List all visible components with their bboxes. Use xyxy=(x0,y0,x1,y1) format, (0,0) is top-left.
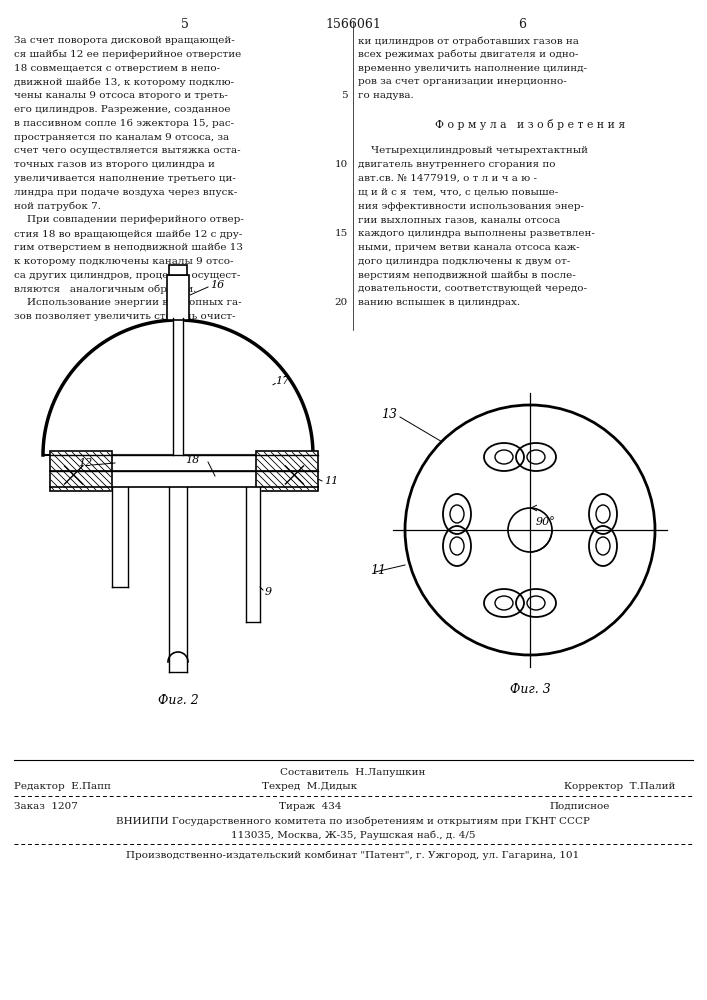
Text: ки цилиндров от отработавших газов на: ки цилиндров от отработавших газов на xyxy=(358,36,579,45)
Text: са других цилиндров, процессы осущест-: са других цилиндров, процессы осущест- xyxy=(14,271,240,280)
Text: ванию вспышек в цилиндрах.: ванию вспышек в цилиндрах. xyxy=(358,298,520,307)
Text: 5: 5 xyxy=(341,91,348,100)
Text: Производственно-издательский комбинат "Патент", г. Ужгород, ул. Гагарина, 101: Производственно-издательский комбинат "П… xyxy=(127,850,580,859)
Text: каждого цилиндра выполнены разветвлен-: каждого цилиндра выполнены разветвлен- xyxy=(358,229,595,238)
Text: При совпадении периферийного отвер-: При совпадении периферийного отвер- xyxy=(14,215,244,224)
Text: точных газов из второго цилиндра и: точных газов из второго цилиндра и xyxy=(14,160,215,169)
Bar xyxy=(169,265,187,275)
Text: За счет поворота дисковой вращающей-: За счет поворота дисковой вращающей- xyxy=(14,36,235,45)
Text: ров за счет организации инерционно-: ров за счет организации инерционно- xyxy=(358,77,567,86)
Text: Корректор  Т.Палий: Корректор Т.Палий xyxy=(564,782,676,791)
Text: ной патрубок 7.: ной патрубок 7. xyxy=(14,202,101,211)
Text: Использование энергии выхлопных га-: Использование энергии выхлопных га- xyxy=(14,298,242,307)
Text: пространяется по каналам 9 отсоса, за: пространяется по каналам 9 отсоса, за xyxy=(14,133,229,142)
Text: Фиг. 3: Фиг. 3 xyxy=(510,683,550,696)
Text: 13: 13 xyxy=(381,408,397,422)
Text: к которому подключены каналы 9 отсо-: к которому подключены каналы 9 отсо- xyxy=(14,257,233,266)
Text: увеличивается наполнение третьего ци-: увеличивается наполнение третьего ци- xyxy=(14,174,236,183)
Text: Четырехцилиндровый четырехтактный: Четырехцилиндровый четырехтактный xyxy=(358,146,588,155)
Text: 1566061: 1566061 xyxy=(325,18,381,31)
Text: дого цилиндра подключены к двум от-: дого цилиндра подключены к двум от- xyxy=(358,257,571,266)
Text: 18: 18 xyxy=(185,455,199,465)
Text: стия 18 во вращающейся шайбе 12 с дру-: стия 18 во вращающейся шайбе 12 с дру- xyxy=(14,229,243,239)
Text: временно увеличить наполнение цилинд-: временно увеличить наполнение цилинд- xyxy=(358,64,587,73)
Text: чены каналы 9 отсоса второго и треть-: чены каналы 9 отсоса второго и треть- xyxy=(14,91,228,100)
Text: 10: 10 xyxy=(334,160,348,169)
Text: 9: 9 xyxy=(265,587,272,597)
Text: Ф о р м у л а   и з о б р е т е н и я: Ф о р м у л а и з о б р е т е н и я xyxy=(435,119,625,130)
Text: ся шайбы 12 ее периферийное отверстие: ся шайбы 12 ее периферийное отверстие xyxy=(14,50,241,59)
Text: 12: 12 xyxy=(78,458,92,468)
Text: 18 совмещается с отверстием в непо-: 18 совмещается с отверстием в непо- xyxy=(14,64,220,73)
Text: щ и й с я  тем, что, с целью повыше-: щ и й с я тем, что, с целью повыше- xyxy=(358,188,559,197)
Text: 5: 5 xyxy=(181,18,189,31)
Text: авт.св. № 1477919, о т л и ч а ю -: авт.св. № 1477919, о т л и ч а ю - xyxy=(358,174,537,183)
Text: 20: 20 xyxy=(334,298,348,307)
Text: 11: 11 xyxy=(324,476,338,486)
Text: Редактор  Е.Папп: Редактор Е.Папп xyxy=(14,782,111,791)
Text: ния эффективности использования энер-: ния эффективности использования энер- xyxy=(358,202,584,211)
Bar xyxy=(256,451,318,491)
Text: гии выхлопных газов, каналы отсоса: гии выхлопных газов, каналы отсоса xyxy=(358,215,561,224)
Text: движной шайбе 13, к которому подклю-: движной шайбе 13, к которому подклю- xyxy=(14,77,234,87)
Bar xyxy=(167,275,189,320)
Text: двигатель внутреннего сгорания по: двигатель внутреннего сгорания по xyxy=(358,160,556,169)
Text: Заказ  1207: Заказ 1207 xyxy=(14,802,78,811)
Text: линдра при подаче воздуха через впуск-: линдра при подаче воздуха через впуск- xyxy=(14,188,238,197)
Text: верстиям неподвижной шайбы в после-: верстиям неподвижной шайбы в после- xyxy=(358,271,575,280)
Text: довательности, соответствующей чередо-: довательности, соответствующей чередо- xyxy=(358,284,587,293)
Text: 16: 16 xyxy=(210,280,224,290)
Bar xyxy=(50,451,112,491)
Text: зов позволяет увеличить степень очист-: зов позволяет увеличить степень очист- xyxy=(14,312,235,321)
Text: Подписное: Подписное xyxy=(550,802,610,811)
Text: 90°: 90° xyxy=(536,517,556,527)
Text: го надува.: го надува. xyxy=(358,91,414,100)
Text: 6: 6 xyxy=(518,18,526,31)
Text: Составитель  Н.Лапушкин: Составитель Н.Лапушкин xyxy=(280,768,426,777)
Text: счет чего осуществляется вытяжка оста-: счет чего осуществляется вытяжка оста- xyxy=(14,146,240,155)
Text: Фиг. 2: Фиг. 2 xyxy=(158,694,199,707)
Text: 17: 17 xyxy=(275,376,289,386)
Text: гим отверстием в неподвижной шайбе 13: гим отверстием в неподвижной шайбе 13 xyxy=(14,243,243,252)
Text: 15: 15 xyxy=(334,229,348,238)
Text: ными, причем ветви канала отсоса каж-: ными, причем ветви канала отсоса каж- xyxy=(358,243,580,252)
Text: вляются   аналогичным образом.: вляются аналогичным образом. xyxy=(14,284,197,294)
Text: всех режимах работы двигателя и одно-: всех режимах работы двигателя и одно- xyxy=(358,50,578,59)
Text: ВНИИПИ Государственного комитета по изобретениям и открытиям при ГКНТ СССР: ВНИИПИ Государственного комитета по изоб… xyxy=(116,816,590,826)
Text: Техред  М.Дидык: Техред М.Дидык xyxy=(262,782,358,791)
Text: в пассивном сопле 16 эжектора 15, рас-: в пассивном сопле 16 эжектора 15, рас- xyxy=(14,119,234,128)
Text: Тираж  434: Тираж 434 xyxy=(279,802,341,811)
Text: 11: 11 xyxy=(370,564,386,576)
Text: его цилиндров. Разрежение, созданное: его цилиндров. Разрежение, созданное xyxy=(14,105,230,114)
Text: 113035, Москва, Ж-35, Раушская наб., д. 4/5: 113035, Москва, Ж-35, Раушская наб., д. … xyxy=(230,830,475,840)
